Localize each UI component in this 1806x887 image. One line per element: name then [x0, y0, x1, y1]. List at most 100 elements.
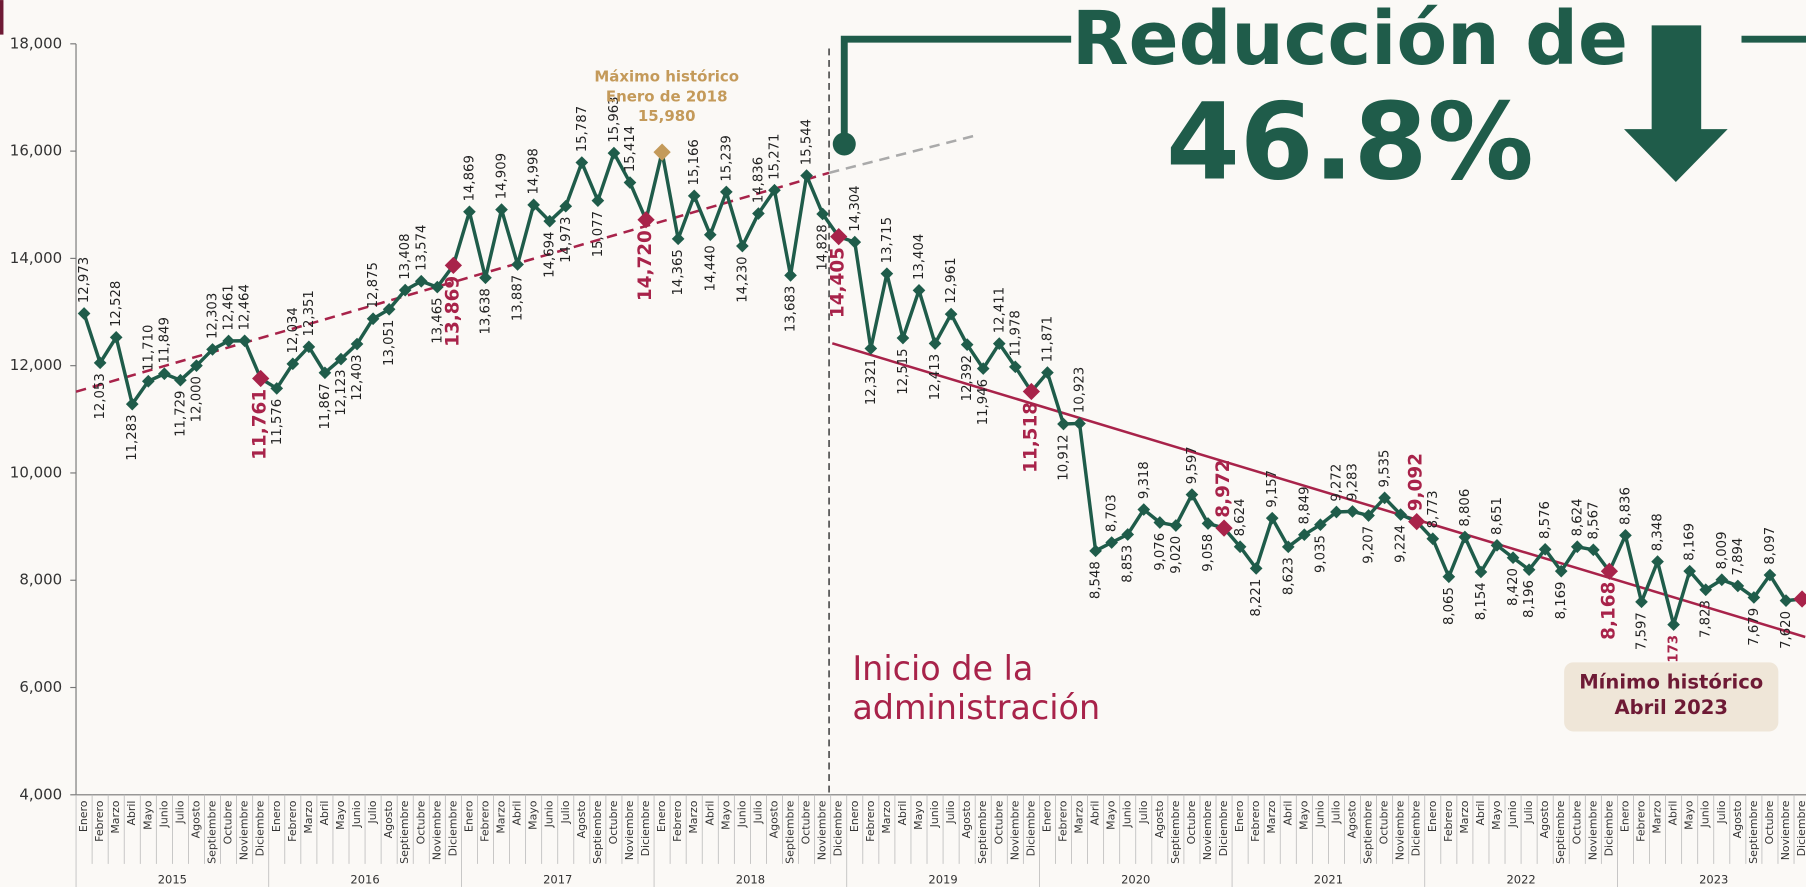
- value-label: 11,518: [1020, 402, 1041, 473]
- value-label: 8,065: [1442, 587, 1457, 625]
- value-label: 7,894: [1731, 538, 1746, 576]
- x-tick-label: Junio: [928, 800, 941, 828]
- chart: 4,0006,0008,00010,00012,00014,00016,0001…: [0, 0, 1806, 887]
- year-label: 2022: [1506, 873, 1535, 887]
- x-tick-label: Enero: [848, 800, 861, 832]
- value-label: 8,168: [1598, 582, 1619, 640]
- x-tick-label: Diciembre: [446, 800, 459, 856]
- x-tick-label: Agosto: [382, 800, 395, 838]
- page: {"chart_data": { "type": "line", "color"…: [0, 0, 1806, 887]
- value-label: 8,221: [1249, 579, 1264, 617]
- x-tick-label: Marzo: [495, 800, 508, 833]
- x-tick-label: Agosto: [1731, 800, 1744, 838]
- corner-strip: [0, 0, 3, 35]
- x-tick-label: Septiembre: [1554, 800, 1567, 864]
- x-tick-label: Febrero: [1249, 800, 1262, 842]
- x-tick-label: Julio: [1522, 800, 1535, 824]
- x-tick-label: Febrero: [93, 800, 106, 842]
- x-tick-label: Septiembre: [591, 800, 604, 864]
- value-label: 12,961: [944, 257, 959, 303]
- x-tick-label: Noviembre: [238, 800, 251, 860]
- x-tick-label: Agosto: [960, 800, 973, 838]
- value-label: 11,283: [125, 414, 140, 460]
- value-label: 12,515: [896, 348, 911, 394]
- value-label: 8,169: [1683, 523, 1698, 561]
- x-tick-label: Diciembre: [1410, 800, 1423, 856]
- x-tick-label: Octubre: [414, 800, 427, 844]
- value-label: 14,909: [495, 153, 510, 199]
- value-label: 7,597: [1635, 612, 1650, 650]
- x-tick-label: Agosto: [1538, 800, 1551, 838]
- value-label: 12,053: [93, 373, 108, 419]
- x-tick-label: Abril: [1281, 801, 1294, 826]
- x-tick-label: Enero: [1426, 800, 1439, 832]
- value-label: 10,912: [1056, 434, 1071, 480]
- x-tick-label: Enero: [1233, 800, 1246, 832]
- x-tick-label: Agosto: [189, 800, 202, 838]
- value-label: 9,318: [1137, 461, 1152, 499]
- x-tick-label: Febrero: [1635, 800, 1648, 842]
- value-label: 9,058: [1201, 534, 1216, 572]
- min-note: Abril 2023: [1614, 696, 1728, 719]
- x-tick-label: Mayo: [1297, 800, 1310, 830]
- value-label: 8,806: [1458, 489, 1473, 527]
- x-tick-label: Octubre: [607, 800, 620, 844]
- value-label: 12,392: [960, 355, 975, 401]
- value-label: 8,169: [1554, 582, 1569, 620]
- x-tick-label: Mayo: [1490, 800, 1503, 830]
- value-label: 13,574: [414, 225, 429, 271]
- value-label: 11,946: [976, 379, 991, 425]
- value-label: 7,823: [1699, 600, 1714, 638]
- value-label: 8,567: [1586, 502, 1601, 540]
- year-label: 2019: [928, 873, 957, 887]
- x-tick-label: Enero: [1618, 800, 1631, 832]
- value-label: 13,887: [511, 275, 526, 321]
- value-label: 13,683: [784, 286, 799, 332]
- value-label: 12,464: [238, 284, 253, 330]
- x-tick-label: Abril: [703, 801, 716, 826]
- value-label: 8,097: [1763, 527, 1778, 565]
- x-tick-label: Octubre: [992, 800, 1005, 844]
- value-label: 8,009: [1715, 531, 1730, 569]
- x-tick-label: Mayo: [334, 800, 347, 830]
- value-label: 8,348: [1651, 513, 1666, 551]
- x-tick-label: Septiembre: [784, 800, 797, 864]
- x-tick-label: Agosto: [1153, 800, 1166, 838]
- x-tick-label: Octubre: [800, 800, 813, 844]
- value-label: 12,321: [864, 359, 879, 405]
- x-tick-label: Noviembre: [1586, 800, 1599, 860]
- value-label: 8,154: [1474, 582, 1489, 620]
- x-tick-label: Septiembre: [398, 800, 411, 864]
- x-tick-label: Septiembre: [206, 800, 219, 864]
- x-tick-label: Abril: [511, 801, 524, 826]
- value-label: 8,849: [1297, 486, 1312, 524]
- x-tick-label: Enero: [77, 800, 90, 832]
- x-tick-label: Enero: [655, 800, 668, 832]
- value-label: 11,576: [270, 399, 285, 445]
- x-tick-label: Febrero: [1442, 800, 1455, 842]
- value-label: 13,869: [442, 276, 463, 347]
- x-tick-label: Octubre: [1570, 800, 1583, 844]
- x-tick-label: Mayo: [719, 800, 732, 830]
- admin-note: Inicio de la: [852, 649, 1033, 688]
- value-label: 9,272: [1329, 464, 1344, 502]
- x-tick-label: Diciembre: [832, 800, 845, 856]
- x-tick-label: Mayo: [527, 800, 540, 830]
- value-label: 14,836: [751, 157, 766, 203]
- value-label: 11,761: [250, 389, 271, 460]
- value-label: 13,408: [398, 233, 413, 279]
- x-tick-label: Noviembre: [430, 800, 443, 860]
- value-label: 15,544: [800, 119, 815, 165]
- x-tick-label: Julio: [173, 800, 186, 824]
- x-tick-label: Marzo: [1458, 800, 1471, 833]
- x-tick-label: Diciembre: [1217, 800, 1230, 856]
- value-label: 8,703: [1105, 494, 1120, 532]
- x-tick-label: Marzo: [1651, 800, 1664, 833]
- x-tick-label: Diciembre: [639, 800, 652, 856]
- value-label: 13,715: [880, 217, 895, 263]
- value-label: 12,403: [350, 354, 365, 400]
- value-label: 9,035: [1313, 535, 1328, 573]
- value-label: 11,710: [141, 325, 156, 371]
- x-tick-label: Diciembre: [1024, 800, 1037, 856]
- max-note: 15,980: [638, 107, 696, 125]
